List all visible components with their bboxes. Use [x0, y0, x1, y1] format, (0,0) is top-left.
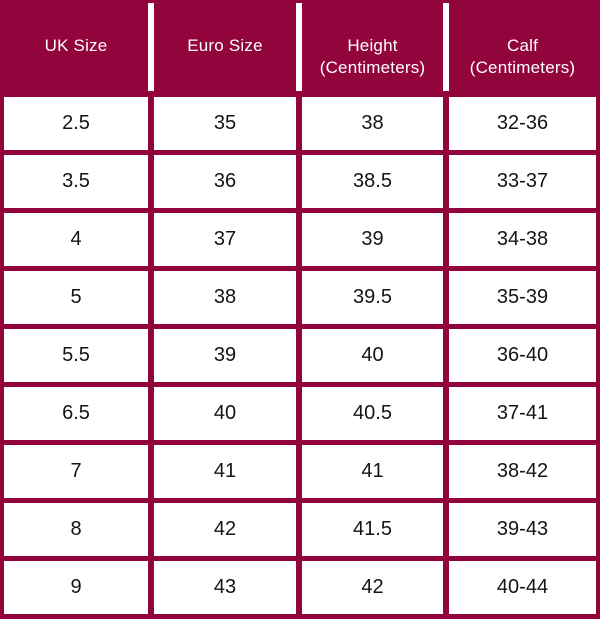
table-cell: 6.5 [4, 387, 148, 440]
table-cell: 8 [4, 503, 148, 556]
table-cell: 34-38 [443, 213, 596, 266]
table-cell: 38.5 [296, 155, 443, 208]
table-body: 2.5 35 38 32-36 3.5 36 38.5 33-37 4 37 39 34-38 5 38 3… [0, 91, 600, 619]
table-cell: 5 [4, 271, 148, 324]
table-cell: 35 [148, 97, 296, 150]
table-cell: 43 [148, 561, 296, 614]
table-cell: 41 [148, 445, 296, 498]
table-cell: 42 [148, 503, 296, 556]
table-cell: 3.5 [4, 155, 148, 208]
table-cell: 40 [296, 329, 443, 382]
table-cell: 32-36 [443, 97, 596, 150]
table-cell: 39 [148, 329, 296, 382]
table-cell: 2.5 [4, 97, 148, 150]
table-cell: 39-43 [443, 503, 596, 556]
table-cell: 41.5 [296, 503, 443, 556]
table-cell: 40.5 [296, 387, 443, 440]
table-cell: 40-44 [443, 561, 596, 614]
table-cell: 39 [296, 213, 443, 266]
header-cell-height: Height (Centimeters) [296, 3, 443, 91]
table-cell: 39.5 [296, 271, 443, 324]
table-cell: 36-40 [443, 329, 596, 382]
table-cell: 7 [4, 445, 148, 498]
table-cell: 41 [296, 445, 443, 498]
header-cell-calf: Calf (Centimeters) [443, 3, 596, 91]
table-cell: 4 [4, 213, 148, 266]
table-cell: 9 [4, 561, 148, 614]
table-cell: 38 [296, 97, 443, 150]
table-cell: 38 [148, 271, 296, 324]
table-cell: 42 [296, 561, 443, 614]
header-cell-euro-size: Euro Size [148, 3, 296, 91]
table-header-row: UK Size Euro Size Height (Centimeters) C… [0, 3, 600, 91]
table-cell: 35-39 [443, 271, 596, 324]
table-cell: 38-42 [443, 445, 596, 498]
table-cell: 40 [148, 387, 296, 440]
table-cell: 5.5 [4, 329, 148, 382]
table-cell: 33-37 [443, 155, 596, 208]
table-cell: 36 [148, 155, 296, 208]
table-cell: 37 [148, 213, 296, 266]
header-cell-uk-size: UK Size [4, 3, 148, 91]
table-cell: 37-41 [443, 387, 596, 440]
